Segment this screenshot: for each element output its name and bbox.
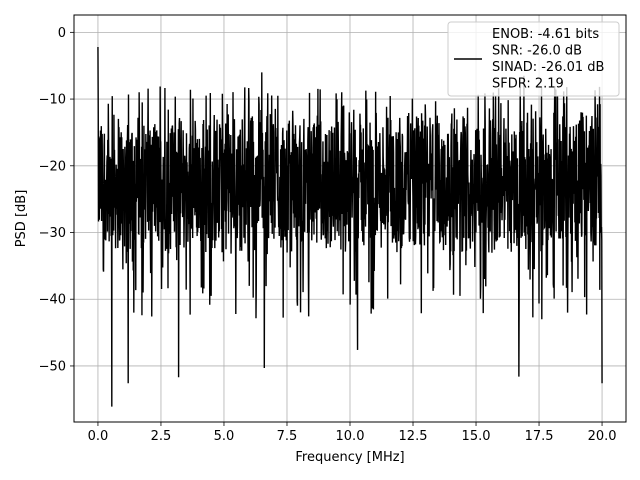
x-tick-label: 17.5 <box>525 429 554 444</box>
x-tick-label: 5.0 <box>214 429 235 444</box>
legend-text-sfdr: SFDR: 2.19 <box>492 77 564 92</box>
series-psd <box>97 47 603 407</box>
legend-text-snr: SNR: -26.0 dB <box>492 44 582 59</box>
x-tick-label: 20.0 <box>588 429 617 444</box>
x-axis-label: Frequency [MHz] <box>295 450 404 465</box>
y-axis-label: PSD [dB] <box>14 190 29 248</box>
y-tick-label: −20 <box>39 159 66 174</box>
legend-text-sinad: SINAD: -26.01 dB <box>492 60 604 75</box>
x-tick-label: 10.0 <box>336 429 365 444</box>
y-tick-label: −10 <box>39 93 66 108</box>
y-tick-label: −50 <box>39 359 66 374</box>
x-tick-label: 12.5 <box>399 429 428 444</box>
y-tick-label: −40 <box>39 293 66 308</box>
legend-box <box>447 21 620 97</box>
legend-text-enob: ENOB: -4.61 bits <box>492 27 599 42</box>
x-tick-label: 0.0 <box>88 429 109 444</box>
x-tick-label: 15.0 <box>462 429 491 444</box>
y-tick-label: −30 <box>39 226 66 241</box>
x-tick-label: 7.5 <box>277 429 298 444</box>
psd-trace <box>97 47 603 407</box>
y-tick-label: 0 <box>58 26 66 41</box>
legend: ENOB: -4.61 bits SNR: -26.0 dB SINAD: -2… <box>447 21 620 97</box>
x-tick-label: 2.5 <box>151 429 172 444</box>
axis-ticks: 0.0 2.5 5.0 7.5 10.0 12.5 15.0 17.5 20.0 0 −10 −20 −… <box>39 26 617 444</box>
